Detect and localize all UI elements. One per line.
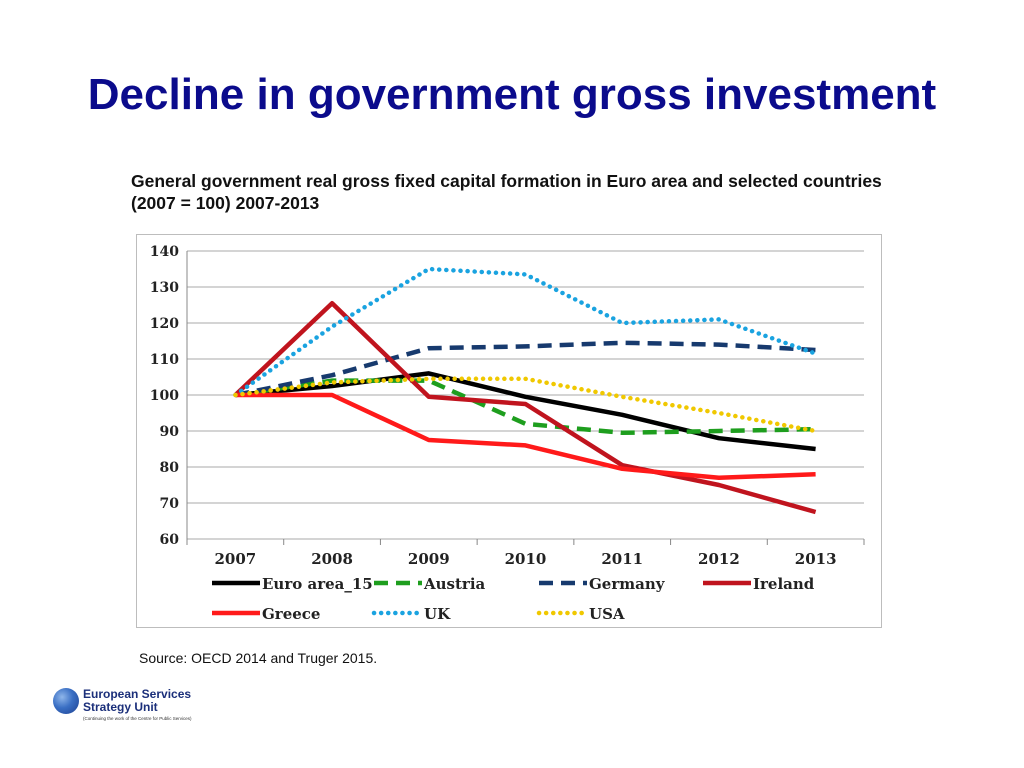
x-tick-label: 2007	[214, 550, 256, 568]
series-line-greece	[235, 392, 816, 481]
legend-label: Euro area_15	[262, 575, 373, 593]
x-tick-label: 2010	[505, 550, 547, 568]
source-note: Source: OECD 2014 and Truger 2015.	[139, 650, 378, 666]
x-tick-label: 2008	[311, 550, 353, 568]
series-line-ireland	[233, 300, 817, 515]
series-layer	[233, 266, 818, 515]
y-tick-label: 120	[150, 316, 179, 332]
y-tick-label: 140	[150, 244, 179, 260]
chart-title: General government real gross fixed capi…	[131, 171, 882, 213]
legend-label: Austria	[423, 575, 486, 593]
series-line-uk	[233, 266, 818, 398]
series-line-usa	[233, 376, 818, 434]
esu-logo: European Services Strategy Unit (Continu…	[53, 686, 223, 726]
x-tick-label: 2012	[698, 550, 740, 568]
y-tick-label: 90	[160, 424, 180, 440]
series-line-austria	[235, 378, 816, 436]
series-line-euro-area-15	[235, 371, 816, 452]
globe-icon	[53, 688, 79, 714]
logo-line3: (Continuing the work of the Centre for P…	[83, 716, 192, 721]
y-tick-label: 80	[160, 460, 180, 476]
legend-label: Greece	[262, 605, 320, 623]
y-tick-label: 110	[150, 352, 179, 368]
y-tick-label: 130	[150, 280, 179, 296]
line-chart: 60 70 80 90 100 110 120 130 140 2007 2008 2009 2010 2…	[150, 244, 865, 623]
series-line-germany	[234, 340, 816, 398]
y-tick-label: 100	[150, 388, 179, 404]
legend-label: USA	[589, 605, 625, 623]
logo-line2: Strategy Unit	[83, 700, 158, 714]
x-tick-label: 2009	[408, 550, 450, 568]
legend-label: Ireland	[753, 575, 815, 593]
slide-title: Decline in government gross investment	[87, 70, 937, 119]
legend-label: Germany	[589, 575, 666, 593]
axis-layer: 60 70 80 90 100 110 120 130 140 2007 2008 2009 2010 2…	[150, 244, 865, 568]
x-tick-label: 2013	[795, 550, 837, 568]
y-tick-label: 60	[160, 532, 180, 548]
legend-label: UK	[424, 605, 451, 623]
y-tick-label: 70	[160, 496, 180, 512]
legend-layer: Euro area_15 Austria Germany Ireland Greece U…	[212, 575, 815, 623]
chart-frame: 60 70 80 90 100 110 120 130 140 2007 2008 2009 2010 2…	[136, 234, 882, 628]
logo-line1: European Services	[83, 687, 192, 701]
x-tick-label: 2011	[601, 550, 643, 568]
